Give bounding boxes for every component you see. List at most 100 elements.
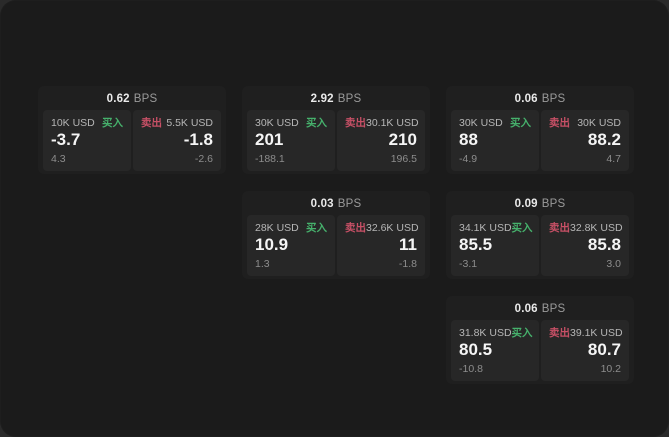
buy-tag: 买入 (306, 117, 327, 129)
buy-tag: 买入 (102, 117, 123, 129)
sell-tag: 卖出 (549, 222, 570, 234)
sell-panel[interactable]: 卖出 32.6K USD 11 -1.8 (337, 215, 425, 276)
buy-amount: 34.1K USD (459, 222, 512, 234)
bps-unit-label: BPS (133, 92, 158, 105)
sell-header-row: 卖出 32.8K USD (549, 222, 623, 234)
buy-tag: 买入 (511, 222, 533, 234)
buy-tag: 买入 (306, 222, 327, 234)
sell-header-row: 卖出 5.5K USD (141, 117, 213, 129)
buy-tag: 买入 (511, 327, 533, 339)
sell-panel[interactable]: 卖出 5.5K USD -1.8 -2.6 (133, 110, 221, 171)
buy-panel[interactable]: 30K USD 买入 201 -188.1 (247, 110, 335, 171)
buy-price: 201 (255, 130, 284, 149)
bps-header: 0.06 BPS (446, 86, 634, 109)
bps-value: 0.09 (514, 197, 538, 210)
sell-delta: 196.5 (390, 153, 417, 165)
buy-price: -3.7 (51, 130, 81, 149)
buy-delta: 1.3 (255, 258, 270, 270)
bps-unit-label: BPS (337, 92, 362, 105)
bps-value: 0.62 (106, 92, 130, 105)
bps-header: 0.03 BPS (242, 191, 430, 214)
quote-panels: 30K USD 买入 201 -188.1 卖出 30.1K USD 210 1… (242, 109, 430, 176)
bps-header: 2.92 BPS (242, 86, 430, 109)
sell-tag: 卖出 (345, 117, 366, 129)
buy-amount: 30K USD (255, 117, 299, 129)
buy-delta: -4.9 (459, 153, 478, 165)
buy-header-row: 30K USD 买入 (255, 117, 327, 129)
bps-header: 0.06 BPS (446, 296, 634, 319)
sell-tag: 卖出 (549, 117, 570, 129)
sell-price: 11 (399, 235, 417, 254)
buy-delta: -188.1 (255, 153, 285, 165)
sell-price: -1.8 (183, 130, 213, 149)
quote-panels: 28K USD 买入 10.9 1.3 卖出 32.6K USD 11 -1.8 (242, 214, 430, 281)
buy-header-row: 30K USD 买入 (459, 117, 531, 129)
buy-header-row: 34.1K USD 买入 (459, 222, 533, 234)
buy-panel[interactable]: 28K USD 买入 10.9 1.3 (247, 215, 335, 276)
sell-tag: 卖出 (549, 327, 570, 339)
sell-delta: -2.6 (194, 153, 213, 165)
bps-header: 0.62 BPS (38, 86, 226, 109)
buy-header-row: 31.8K USD 买入 (459, 327, 533, 339)
quote-panels: 30K USD 买入 88 -4.9 卖出 30K USD 88.2 4.7 (446, 109, 634, 176)
sell-price: 88.2 (587, 130, 621, 149)
sell-panel[interactable]: 卖出 30.1K USD 210 196.5 (337, 110, 425, 171)
bps-header: 0.09 BPS (446, 191, 634, 214)
buy-price: 80.5 (459, 340, 493, 359)
buy-delta: -10.8 (459, 363, 483, 375)
buy-header-row: 28K USD 买入 (255, 222, 327, 234)
sell-header-row: 卖出 30K USD (549, 117, 621, 129)
quote-panels: 31.8K USD 买入 80.5 -10.8 卖出 39.1K USD 80.… (446, 319, 634, 386)
buy-header-row: 10K USD 买入 (51, 117, 123, 129)
buy-amount: 30K USD (459, 117, 503, 129)
quote-card: 0.62 BPS 10K USD 买入 -3.7 4.3 卖出 5.5K USD… (38, 86, 226, 174)
buy-amount: 31.8K USD (459, 327, 512, 339)
buy-panel[interactable]: 34.1K USD 买入 85.5 -3.1 (451, 215, 539, 276)
sell-price: 210 (388, 130, 417, 149)
quote-card: 0.06 BPS 30K USD 买入 88 -4.9 卖出 30K USD 8… (446, 86, 634, 174)
quote-card: 2.92 BPS 30K USD 买入 201 -188.1 卖出 30.1K … (242, 86, 430, 174)
buy-panel[interactable]: 10K USD 买入 -3.7 4.3 (43, 110, 131, 171)
buy-delta: -3.1 (459, 258, 478, 270)
sell-header-row: 卖出 30.1K USD (345, 117, 419, 129)
bps-value: 2.92 (310, 92, 334, 105)
sell-tag: 卖出 (141, 117, 162, 129)
sell-amount: 32.6K USD (366, 222, 419, 234)
sell-delta: 4.7 (606, 153, 621, 165)
bps-value: 0.03 (310, 197, 334, 210)
quote-card: 0.09 BPS 34.1K USD 买入 85.5 -3.1 卖出 32.8K… (446, 191, 634, 279)
buy-price: 88 (459, 130, 478, 149)
sell-delta: -1.8 (398, 258, 417, 270)
bps-unit-label: BPS (541, 197, 566, 210)
quote-card: 0.06 BPS 31.8K USD 买入 80.5 -10.8 卖出 39.1… (446, 296, 634, 384)
sell-amount: 5.5K USD (166, 117, 213, 129)
sell-header-row: 卖出 32.6K USD (345, 222, 419, 234)
buy-delta: 4.3 (51, 153, 66, 165)
sell-amount: 32.8K USD (570, 222, 623, 234)
sell-panel[interactable]: 卖出 32.8K USD 85.8 3.0 (541, 215, 629, 276)
buy-price: 10.9 (255, 235, 289, 254)
bps-value: 0.06 (514, 302, 538, 315)
sell-amount: 30.1K USD (366, 117, 419, 129)
quote-card: 0.03 BPS 28K USD 买入 10.9 1.3 卖出 32.6K US… (242, 191, 430, 279)
bps-value: 0.06 (514, 92, 538, 105)
sell-price: 80.7 (587, 340, 621, 359)
sell-delta: 3.0 (606, 258, 621, 270)
bps-unit-label: BPS (541, 92, 566, 105)
buy-tag: 买入 (510, 117, 531, 129)
bps-unit-label: BPS (541, 302, 566, 315)
sell-panel[interactable]: 卖出 39.1K USD 80.7 10.2 (541, 320, 629, 381)
buy-panel[interactable]: 31.8K USD 买入 80.5 -10.8 (451, 320, 539, 381)
quote-panels: 10K USD 买入 -3.7 4.3 卖出 5.5K USD -1.8 -2.… (38, 109, 226, 176)
sell-price: 85.8 (587, 235, 621, 254)
bps-unit-label: BPS (337, 197, 362, 210)
sell-tag: 卖出 (345, 222, 366, 234)
buy-amount: 10K USD (51, 117, 95, 129)
buy-price: 85.5 (459, 235, 493, 254)
buy-panel[interactable]: 30K USD 买入 88 -4.9 (451, 110, 539, 171)
sell-header-row: 卖出 39.1K USD (549, 327, 623, 339)
sell-delta: 10.2 (600, 363, 621, 375)
sell-amount: 39.1K USD (570, 327, 623, 339)
sell-panel[interactable]: 卖出 30K USD 88.2 4.7 (541, 110, 629, 171)
